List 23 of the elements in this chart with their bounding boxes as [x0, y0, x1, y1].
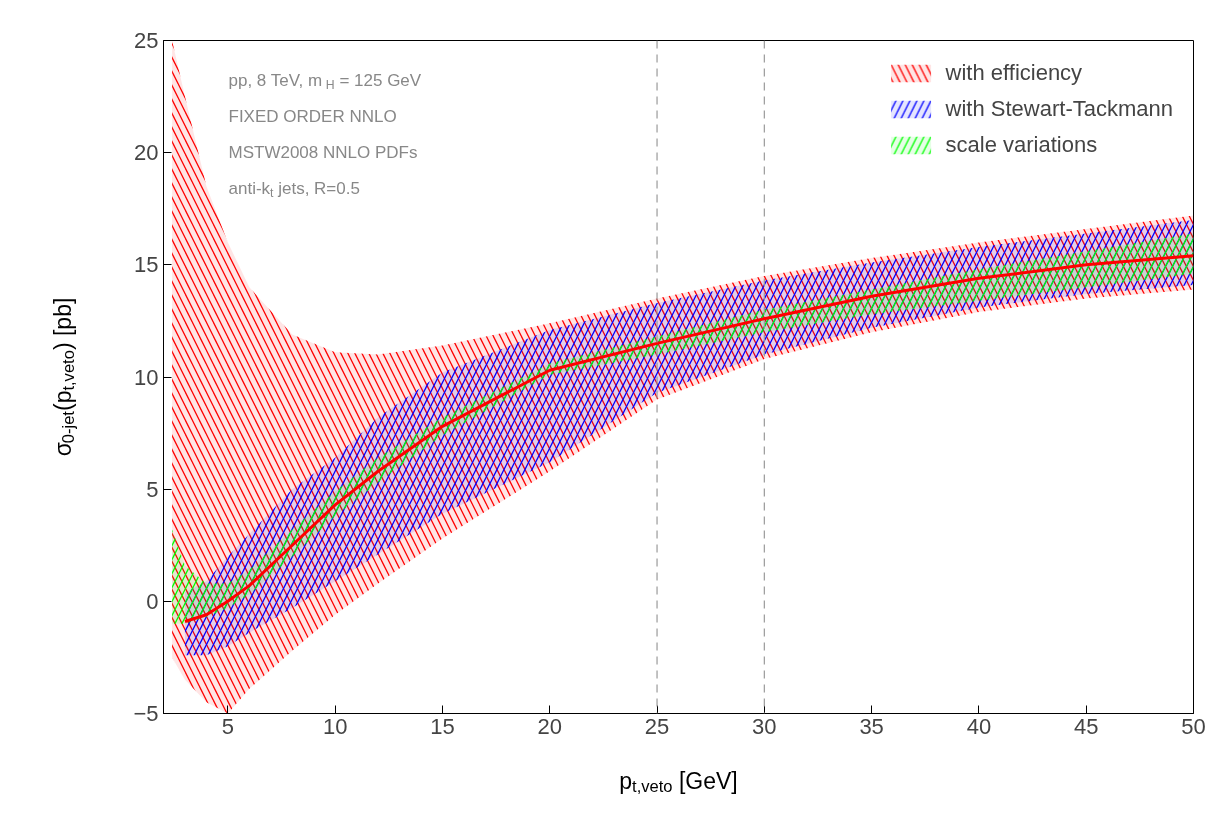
- x-tick-label: 50: [1181, 713, 1206, 739]
- legend-label: with efficiency: [945, 60, 1083, 86]
- x-tick-label: 30: [752, 713, 777, 739]
- x-tick-label: 35: [859, 713, 884, 739]
- y-tick-label: 15: [134, 252, 159, 278]
- x-tick-label: 20: [537, 713, 562, 739]
- x-tick-label: 10: [322, 713, 348, 739]
- x-tick-label: 15: [430, 713, 455, 739]
- legend-label: with Stewart-Tackmann: [945, 96, 1173, 122]
- legend-label: scale variations: [945, 132, 1098, 158]
- x-tick-label: 45: [1073, 713, 1099, 739]
- annotation: FIXED ORDER NNLO: [228, 107, 397, 126]
- x-tick-label: 25: [644, 713, 670, 739]
- y-tick-label: 20: [134, 140, 159, 166]
- annotation: MSTW2008 NNLO PDFs: [228, 143, 418, 162]
- y-tick-label: 0: [146, 588, 159, 614]
- y-tick-label: 5: [146, 476, 159, 502]
- y-tick-label: 25: [134, 28, 159, 53]
- y-tick-label: −5: [133, 701, 159, 726]
- y-axis-title: σ0-jet(pt,veto) [pb]: [49, 297, 79, 457]
- x-tick-label: 5: [221, 713, 235, 739]
- x-tick-label: 40: [966, 713, 992, 739]
- y-tick-label: 10: [134, 364, 159, 390]
